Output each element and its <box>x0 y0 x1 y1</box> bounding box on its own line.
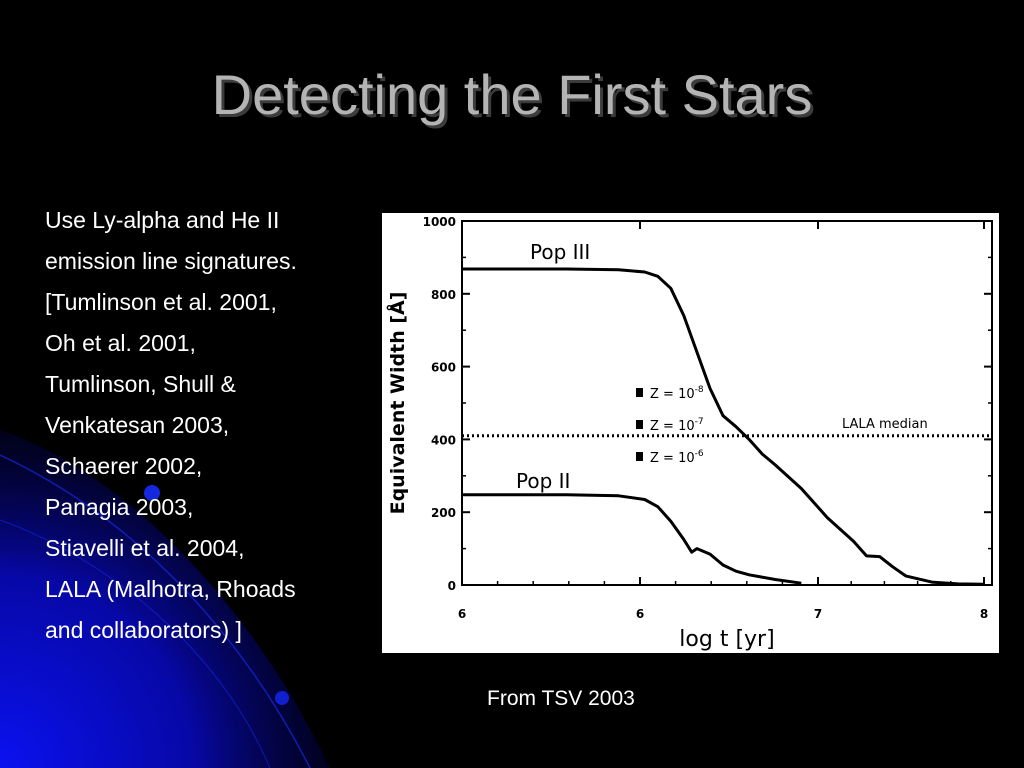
legend-exponent: -6 <box>695 449 704 459</box>
x-tick-label: 6 <box>636 607 644 621</box>
legend-label: Z = 10-7 <box>650 417 704 434</box>
legend-marker <box>636 420 643 429</box>
slide-title: Detecting the First Stars <box>211 63 813 126</box>
x-axis-label: log t [yr] <box>679 627 774 652</box>
body-line: Use Ly-alpha and He II <box>45 207 280 233</box>
x-tick-label: 6 <box>458 607 466 621</box>
body-line: emission line signatures. <box>45 248 297 274</box>
legend-base: Z = 10 <box>650 387 695 402</box>
legend-label: Z = 10-8 <box>650 385 704 402</box>
decor-dot <box>144 485 160 501</box>
chart-figure: 0 200 400 600 800 1000 6 6 7 8 LALA median Pop III P… <box>382 213 999 653</box>
legend-exponent: -8 <box>695 385 704 395</box>
body-text: Use Ly-alpha and He II emission line sign… <box>45 200 375 651</box>
legend-base: Z = 10 <box>650 419 695 434</box>
y-tick-label: 1000 <box>423 215 456 229</box>
legend-label: Z = 10-6 <box>650 449 704 466</box>
body-line: LALA (Malhotra, Rhoads <box>45 576 296 602</box>
lala-median-label: LALA median <box>842 417 928 432</box>
y-tick-label: 600 <box>431 361 456 375</box>
pop-iii-label: Pop III <box>530 240 590 264</box>
body-line: Oh et al. 2001, <box>45 330 196 356</box>
x-tick-label: 8 <box>980 607 988 621</box>
body-line: Stiavelli et al. 2004, <box>45 535 245 561</box>
decor-dot <box>275 691 289 705</box>
y-tick-label: 0 <box>448 579 456 593</box>
pop-ii-label: Pop II <box>516 469 570 493</box>
y-tick-label: 400 <box>431 433 456 447</box>
body-line: [Tumlinson et al. 2001, <box>45 289 277 315</box>
figure-caption: From TSV 2003 <box>487 687 635 710</box>
legend-marker <box>636 452 643 461</box>
body-line: and collaborators) ] <box>45 617 242 643</box>
legend-base: Z = 10 <box>650 451 695 466</box>
legend-marker <box>636 388 643 397</box>
y-tick-label: 800 <box>431 288 456 302</box>
pop-ii-line <box>462 493 802 585</box>
body-line: Schaerer 2002, <box>45 453 203 479</box>
x-tick-label: 7 <box>814 607 822 621</box>
y-tick-label: 200 <box>431 506 456 520</box>
body-line: Venkatesan 2003, <box>45 412 230 438</box>
y-axis-label: Equivalent Width [Å] <box>385 292 409 515</box>
body-line: Tumlinson, Shull & <box>45 371 236 397</box>
plot-frame <box>461 220 993 586</box>
legend-exponent: -7 <box>695 417 704 427</box>
body-line: Panagia 2003, <box>45 494 194 520</box>
pop-iii-line <box>462 267 985 586</box>
equivalent-width-chart: 0 200 400 600 800 1000 6 6 7 8 LALA median Pop III P… <box>385 215 993 652</box>
